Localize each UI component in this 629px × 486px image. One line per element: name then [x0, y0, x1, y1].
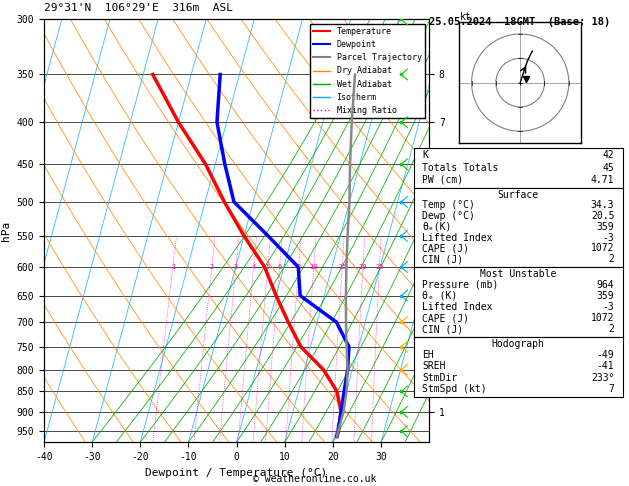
Text: 2: 2	[209, 264, 214, 270]
Y-axis label: hPa: hPa	[1, 221, 11, 241]
Text: © weatheronline.co.uk: © weatheronline.co.uk	[253, 473, 376, 484]
Text: 45: 45	[603, 162, 615, 173]
Text: 359: 359	[597, 291, 615, 301]
Text: StmDir: StmDir	[422, 373, 457, 382]
Text: Surface: Surface	[498, 190, 539, 200]
Text: Most Unstable: Most Unstable	[480, 269, 557, 278]
Text: 3: 3	[234, 264, 238, 270]
Text: 1072: 1072	[591, 243, 615, 254]
X-axis label: Dewpoint / Temperature (°C): Dewpoint / Temperature (°C)	[145, 468, 328, 478]
Text: θₑ (K): θₑ (K)	[422, 291, 457, 301]
Text: CIN (J): CIN (J)	[422, 254, 464, 264]
Text: 6: 6	[277, 264, 282, 270]
Legend: Temperature, Dewpoint, Parcel Trajectory, Dry Adiabat, Wet Adiabat, Isotherm, Mi: Temperature, Dewpoint, Parcel Trajectory…	[310, 24, 425, 118]
Text: 25: 25	[376, 264, 384, 270]
Text: -3: -3	[603, 233, 615, 243]
Text: 1: 1	[170, 264, 175, 270]
Text: Lifted Index: Lifted Index	[422, 233, 493, 243]
Text: -49: -49	[597, 350, 615, 360]
Text: 25.05.2024  18GMT  (Base: 18): 25.05.2024 18GMT (Base: 18)	[429, 17, 610, 27]
Text: θₑ(K): θₑ(K)	[422, 222, 452, 232]
Text: 10: 10	[309, 264, 318, 270]
Text: 233°: 233°	[591, 373, 615, 382]
Text: EH: EH	[422, 350, 434, 360]
Text: Temp (°C): Temp (°C)	[422, 200, 475, 210]
Text: LCL: LCL	[433, 365, 448, 374]
Text: 2: 2	[608, 325, 615, 334]
Text: 20.5: 20.5	[591, 211, 615, 221]
Text: StmSpd (kt): StmSpd (kt)	[422, 384, 487, 394]
Text: 2: 2	[608, 254, 615, 264]
Text: 964: 964	[597, 280, 615, 290]
Text: -41: -41	[597, 362, 615, 371]
Text: 4: 4	[252, 264, 256, 270]
Text: 34.3: 34.3	[591, 200, 615, 210]
Text: kt: kt	[459, 12, 471, 22]
Text: CIN (J): CIN (J)	[422, 325, 464, 334]
Text: Pressure (mb): Pressure (mb)	[422, 280, 499, 290]
Text: CAPE (J): CAPE (J)	[422, 313, 469, 323]
Text: 7: 7	[608, 384, 615, 394]
Text: 29°31'N  106°29'E  316m  ASL: 29°31'N 106°29'E 316m ASL	[44, 3, 233, 13]
Text: Hodograph: Hodograph	[492, 339, 545, 349]
Text: 5: 5	[265, 264, 270, 270]
Text: -3: -3	[603, 302, 615, 312]
Y-axis label: km
ASL: km ASL	[455, 220, 473, 242]
Text: 15: 15	[338, 264, 347, 270]
Text: 42: 42	[603, 151, 615, 160]
Text: PW (cm): PW (cm)	[422, 174, 464, 185]
Text: 4.71: 4.71	[591, 174, 615, 185]
Text: 20: 20	[359, 264, 367, 270]
Text: SREH: SREH	[422, 362, 446, 371]
Text: Dewp (°C): Dewp (°C)	[422, 211, 475, 221]
Text: 1072: 1072	[591, 313, 615, 323]
Text: 8: 8	[296, 264, 301, 270]
Text: K: K	[422, 151, 428, 160]
Text: 359: 359	[597, 222, 615, 232]
Text: Totals Totals: Totals Totals	[422, 162, 499, 173]
Text: CAPE (J): CAPE (J)	[422, 243, 469, 254]
Text: Lifted Index: Lifted Index	[422, 302, 493, 312]
